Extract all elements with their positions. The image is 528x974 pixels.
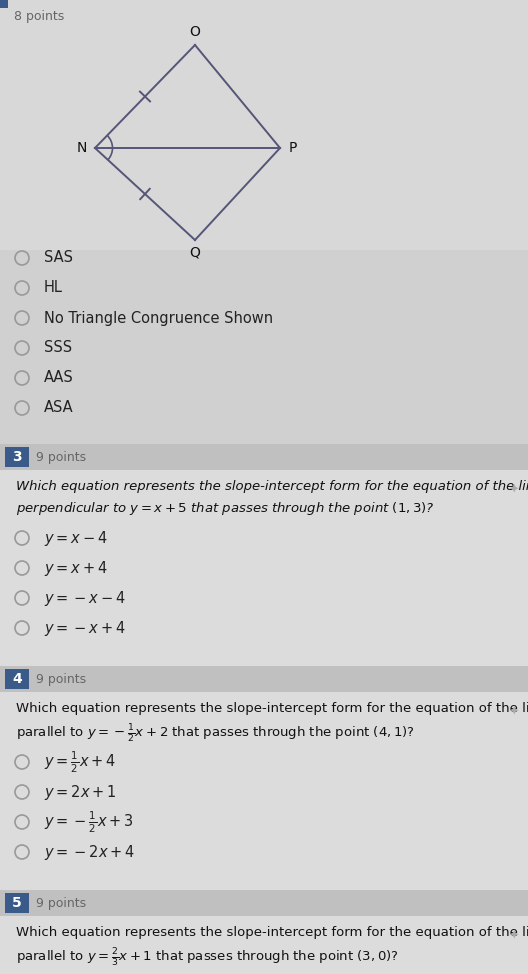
Bar	[0, 916, 528, 974]
Text: 9 points: 9 points	[36, 896, 86, 910]
Bar	[0, 0, 528, 250]
Bar	[0, 0, 8, 8]
Bar	[0, 890, 528, 916]
Bar	[0, 444, 528, 470]
Text: 8 points: 8 points	[14, 10, 64, 23]
Text: ✦: ✦	[509, 706, 519, 719]
Text: 4: 4	[12, 672, 22, 686]
Text: Which equation represents the slope-intercept form for the equation of the line
: Which equation represents the slope-inte…	[16, 702, 528, 745]
Text: Which equation represents the slope-intercept form for the equation of the line
: Which equation represents the slope-inte…	[16, 926, 528, 969]
Text: $y = x - 4$: $y = x - 4$	[44, 529, 108, 547]
Text: Which equation represents the slope-intercept form for the equation of the line
: Which equation represents the slope-inte…	[16, 480, 528, 516]
Text: SSS: SSS	[44, 341, 72, 356]
Text: O: O	[190, 25, 201, 39]
Bar	[5, 893, 29, 913]
Text: $y = -x - 4$: $y = -x - 4$	[44, 588, 126, 608]
Text: $y = -x + 4$: $y = -x + 4$	[44, 618, 126, 638]
Bar	[5, 669, 29, 689]
Bar	[5, 447, 29, 467]
Text: No Triangle Congruence Shown: No Triangle Congruence Shown	[44, 311, 273, 325]
Text: HL: HL	[44, 281, 63, 295]
Bar	[0, 470, 528, 695]
Text: 9 points: 9 points	[36, 672, 86, 686]
Text: 9 points: 9 points	[36, 451, 86, 464]
Text: SAS: SAS	[44, 250, 73, 266]
Text: $y = 2x + 1$: $y = 2x + 1$	[44, 782, 117, 802]
Text: ✦: ✦	[509, 484, 519, 497]
Text: N: N	[77, 141, 87, 155]
Text: $y = \frac{1}{2}x + 4$: $y = \frac{1}{2}x + 4$	[44, 749, 116, 774]
Text: P: P	[289, 141, 297, 155]
Text: ASA: ASA	[44, 400, 73, 416]
Text: Q: Q	[190, 246, 201, 260]
Text: $y = -2x + 4$: $y = -2x + 4$	[44, 843, 135, 861]
Bar	[0, 666, 528, 692]
Text: $y = -\frac{1}{2}x + 3$: $y = -\frac{1}{2}x + 3$	[44, 809, 134, 835]
Text: 5: 5	[12, 896, 22, 910]
Text: AAS: AAS	[44, 370, 74, 386]
Text: $y = x + 4$: $y = x + 4$	[44, 558, 108, 578]
Text: ✦: ✦	[509, 930, 519, 943]
Bar	[0, 692, 528, 917]
Text: 3: 3	[12, 450, 22, 464]
